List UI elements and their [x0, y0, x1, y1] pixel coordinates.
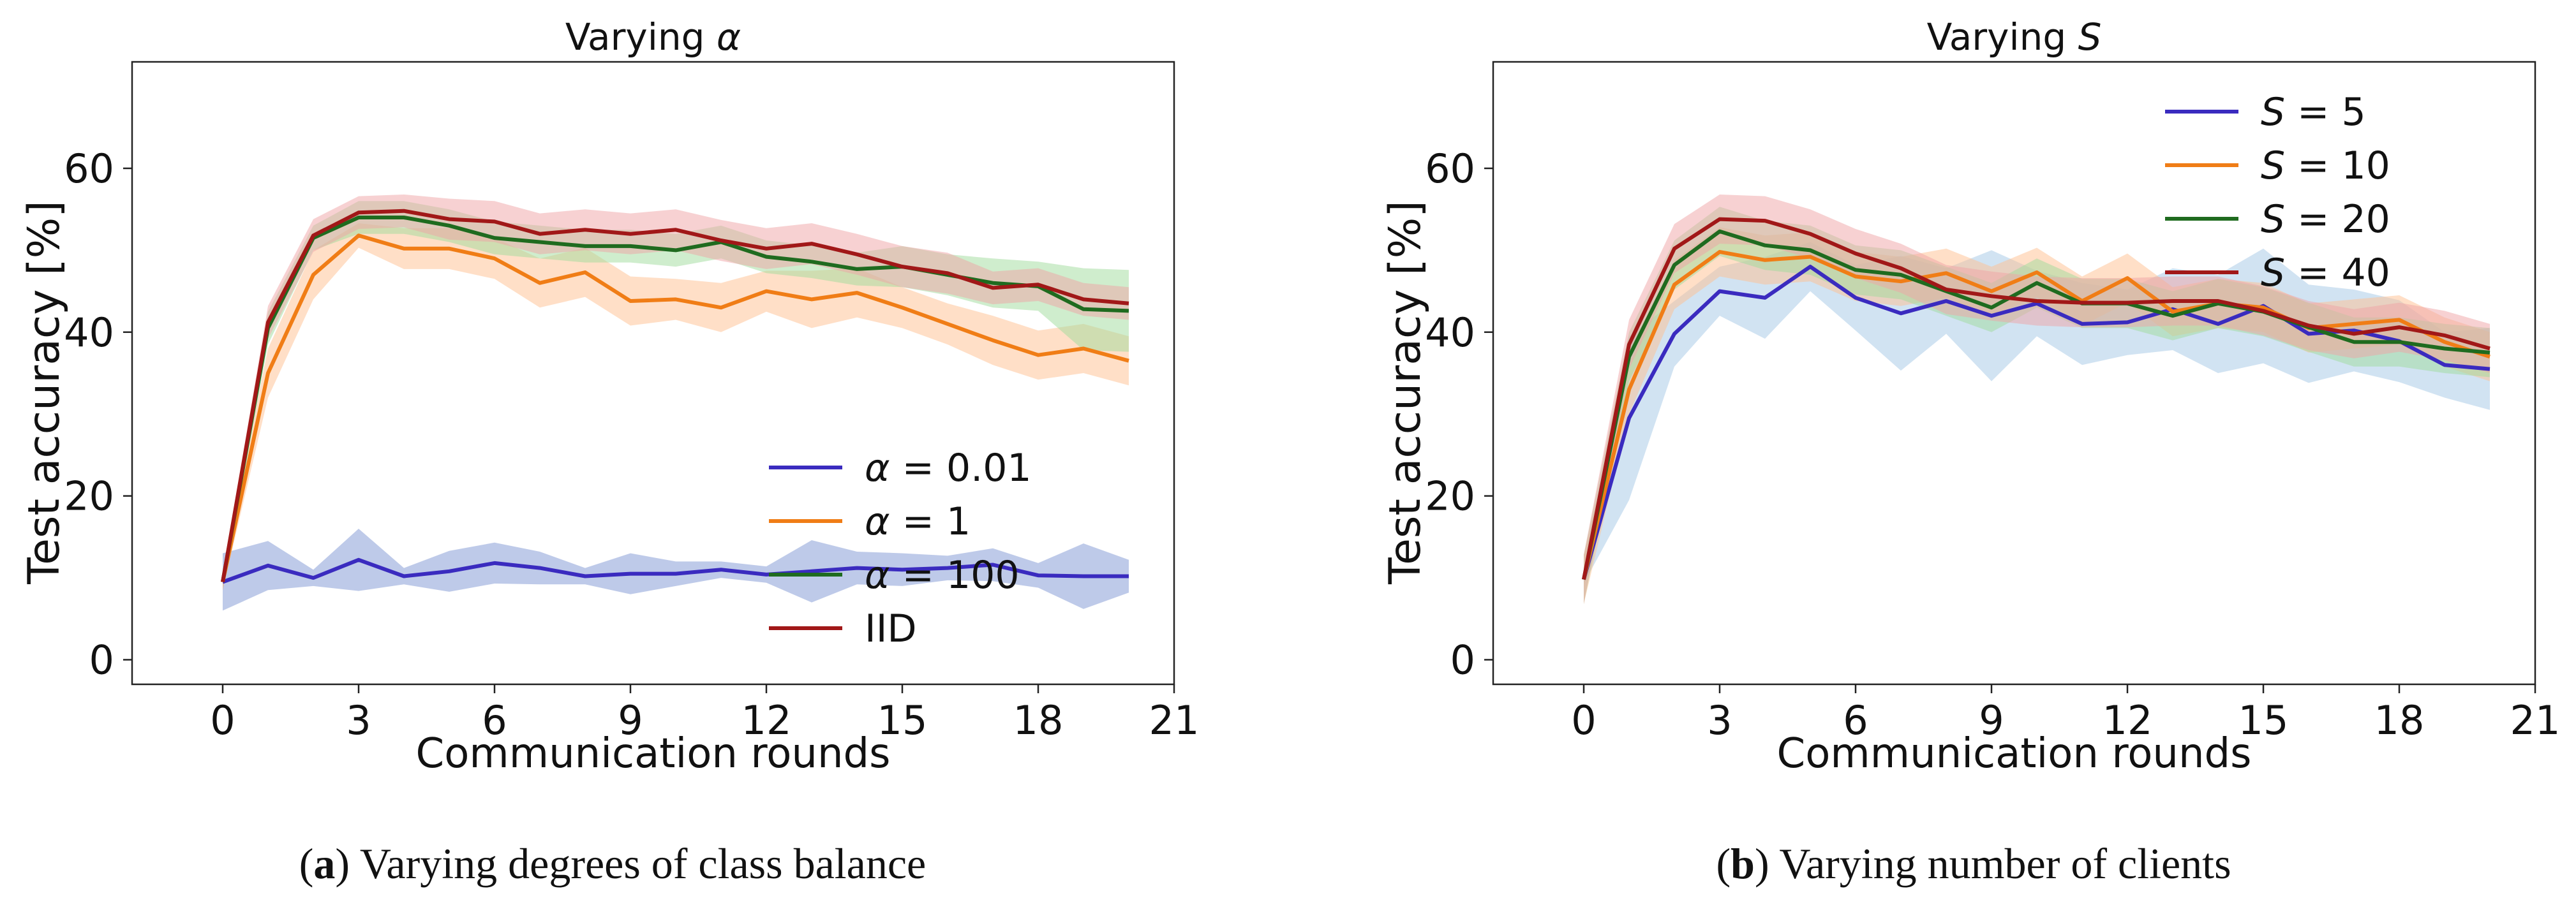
x-tick-label: 9 — [1979, 697, 2004, 744]
legend-label-100: α = 100 — [865, 553, 1020, 598]
x-tick-label: 18 — [1013, 697, 1064, 744]
x-tick-label: 3 — [1707, 697, 1732, 744]
caption-b-label: b — [1731, 839, 1755, 888]
legend: α = 0.01 α = 1 α = 100 IID — [769, 446, 1032, 651]
series-line-100 — [221, 216, 1129, 583]
y-axis-label: Test accuracy [%] — [19, 200, 70, 585]
chart-title: Varying S — [1927, 15, 2102, 59]
legend-label-s-20: S = 20 — [2261, 197, 2390, 242]
x-axis-label: Communication rounds — [416, 730, 891, 777]
series-line-s-20 — [1582, 229, 2490, 580]
legend: S = 5 S = 10 S = 20 S = 40 — [2165, 90, 2390, 295]
caption-b-text: Varying number of clients — [1769, 839, 2231, 888]
y-tick-label: 0 — [1450, 636, 1475, 683]
x-tick-label: 21 — [1149, 697, 1200, 744]
caption-b: (b) Varying number of clients — [1716, 839, 2231, 888]
legend-label-1: α = 1 — [865, 499, 971, 544]
x-tick-label: 18 — [2374, 697, 2425, 744]
band-0-01 — [223, 529, 1129, 611]
plot-frame — [131, 61, 1175, 686]
caption-a: (a) Varying degrees of class balance — [299, 839, 927, 888]
series-line-s-10 — [1582, 249, 2490, 580]
y-tick-label: 20 — [1425, 473, 1475, 520]
x-tick-label: 15 — [2238, 697, 2289, 744]
caption-a-label: a — [313, 839, 336, 888]
series-line-s-40 — [1582, 217, 2490, 580]
x-tick-label: 0 — [210, 697, 235, 744]
series-line-1 — [221, 233, 1129, 583]
series-line-0-01 — [221, 557, 1129, 584]
y-tick-label: 60 — [1425, 145, 1475, 192]
plot-frame — [1492, 61, 2536, 686]
x-axis-label: Communication rounds — [1777, 730, 2252, 777]
x-tick-label: 6 — [482, 697, 507, 744]
series-lines — [1582, 217, 2490, 580]
y-tick-label: 0 — [89, 636, 114, 683]
caption-a-text: Varying degrees of class balance — [350, 839, 927, 888]
y-tick-label: 40 — [1425, 309, 1475, 356]
x-tick-label: 6 — [1843, 697, 1868, 744]
series-line-iid — [221, 209, 1129, 583]
legend-label-s-5: S = 5 — [2261, 90, 2366, 135]
legend-label-0-01: α = 0.01 — [865, 446, 1032, 490]
x-tick-label: 0 — [1571, 697, 1596, 744]
x-tick-label: 12 — [741, 697, 792, 744]
x-tick-label: 3 — [346, 697, 371, 744]
y-tick-label: 40 — [64, 309, 114, 356]
band-1 — [223, 223, 1129, 591]
x-tick-label: 15 — [877, 697, 928, 744]
y-tick-label: 60 — [64, 145, 114, 192]
chart-title: Varying α — [565, 15, 741, 59]
x-tick-label: 9 — [618, 697, 643, 744]
chart-panel-a: 0 3 6 9 12 15 18 21 0 20 40 60 Varying α Communicatio… — [19, 15, 1199, 777]
y-tick-label: 20 — [64, 473, 114, 520]
band-s-40 — [1584, 195, 2490, 605]
series-lines — [221, 209, 1129, 584]
legend-label-iid: IID — [865, 607, 917, 651]
legend-label-s-40: S = 40 — [2261, 251, 2390, 295]
x-tick-label: 12 — [2103, 697, 2153, 744]
legend-label-s-10: S = 10 — [2261, 143, 2390, 188]
y-axis-label: Test accuracy [%] — [1380, 200, 1431, 585]
x-tick-label: 21 — [2510, 697, 2561, 744]
confidence-bands — [223, 195, 1129, 611]
chart-panel-b: 0 3 6 9 12 15 18 21 0 20 40 60 Varying S Communicatio… — [1380, 15, 2560, 777]
